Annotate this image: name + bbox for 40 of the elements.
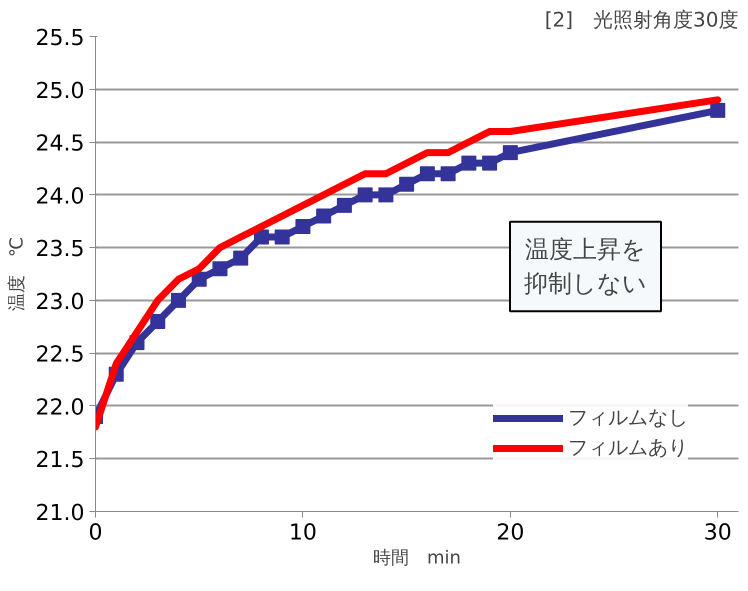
x-tick-label: 0 (88, 520, 102, 546)
y-tick-label: 25.5 (36, 26, 84, 51)
point (420, 166, 435, 182)
point (440, 166, 456, 182)
y-tick-label: 22.0 (36, 395, 84, 420)
y-tick-label: 24.5 (36, 132, 84, 157)
x-tick-label: 10 (288, 520, 317, 546)
legend-label: フィルムあり (568, 434, 688, 461)
y-tick-label: 21.5 (36, 448, 84, 474)
point (710, 102, 726, 118)
y-tick-label: 24.0 (36, 184, 84, 210)
point (461, 156, 476, 171)
point (399, 176, 414, 192)
point (170, 292, 186, 308)
point (358, 187, 373, 202)
x-axis-title: 時間 min (373, 548, 461, 568)
x-tick-label: 20 (496, 520, 524, 546)
point (254, 230, 269, 245)
y-tick-label: 25.0 (36, 78, 84, 104)
point (150, 314, 166, 329)
y-axis-title: 温度 ℃ (6, 236, 28, 312)
x-tick-label: 30 (704, 520, 732, 546)
y-tick-label: 23.5 (36, 237, 84, 262)
point (336, 198, 352, 213)
y-tick-label: 23.0 (36, 290, 84, 315)
y-tick-label: 21.0 (36, 501, 84, 526)
point (192, 272, 207, 287)
chart-title: [2] 光照射角度30度 (544, 8, 738, 32)
point (316, 208, 332, 224)
legend-label: フィルムなし (568, 404, 688, 431)
point (295, 219, 310, 234)
point (212, 261, 228, 276)
annotation: 抑制しない (524, 269, 647, 298)
point (233, 250, 248, 266)
annotation: 温度上昇を (525, 236, 646, 264)
point (378, 187, 394, 202)
point (274, 230, 290, 245)
point (502, 145, 518, 160)
point (482, 156, 498, 171)
y-tick-label: 22.5 (36, 342, 84, 368)
